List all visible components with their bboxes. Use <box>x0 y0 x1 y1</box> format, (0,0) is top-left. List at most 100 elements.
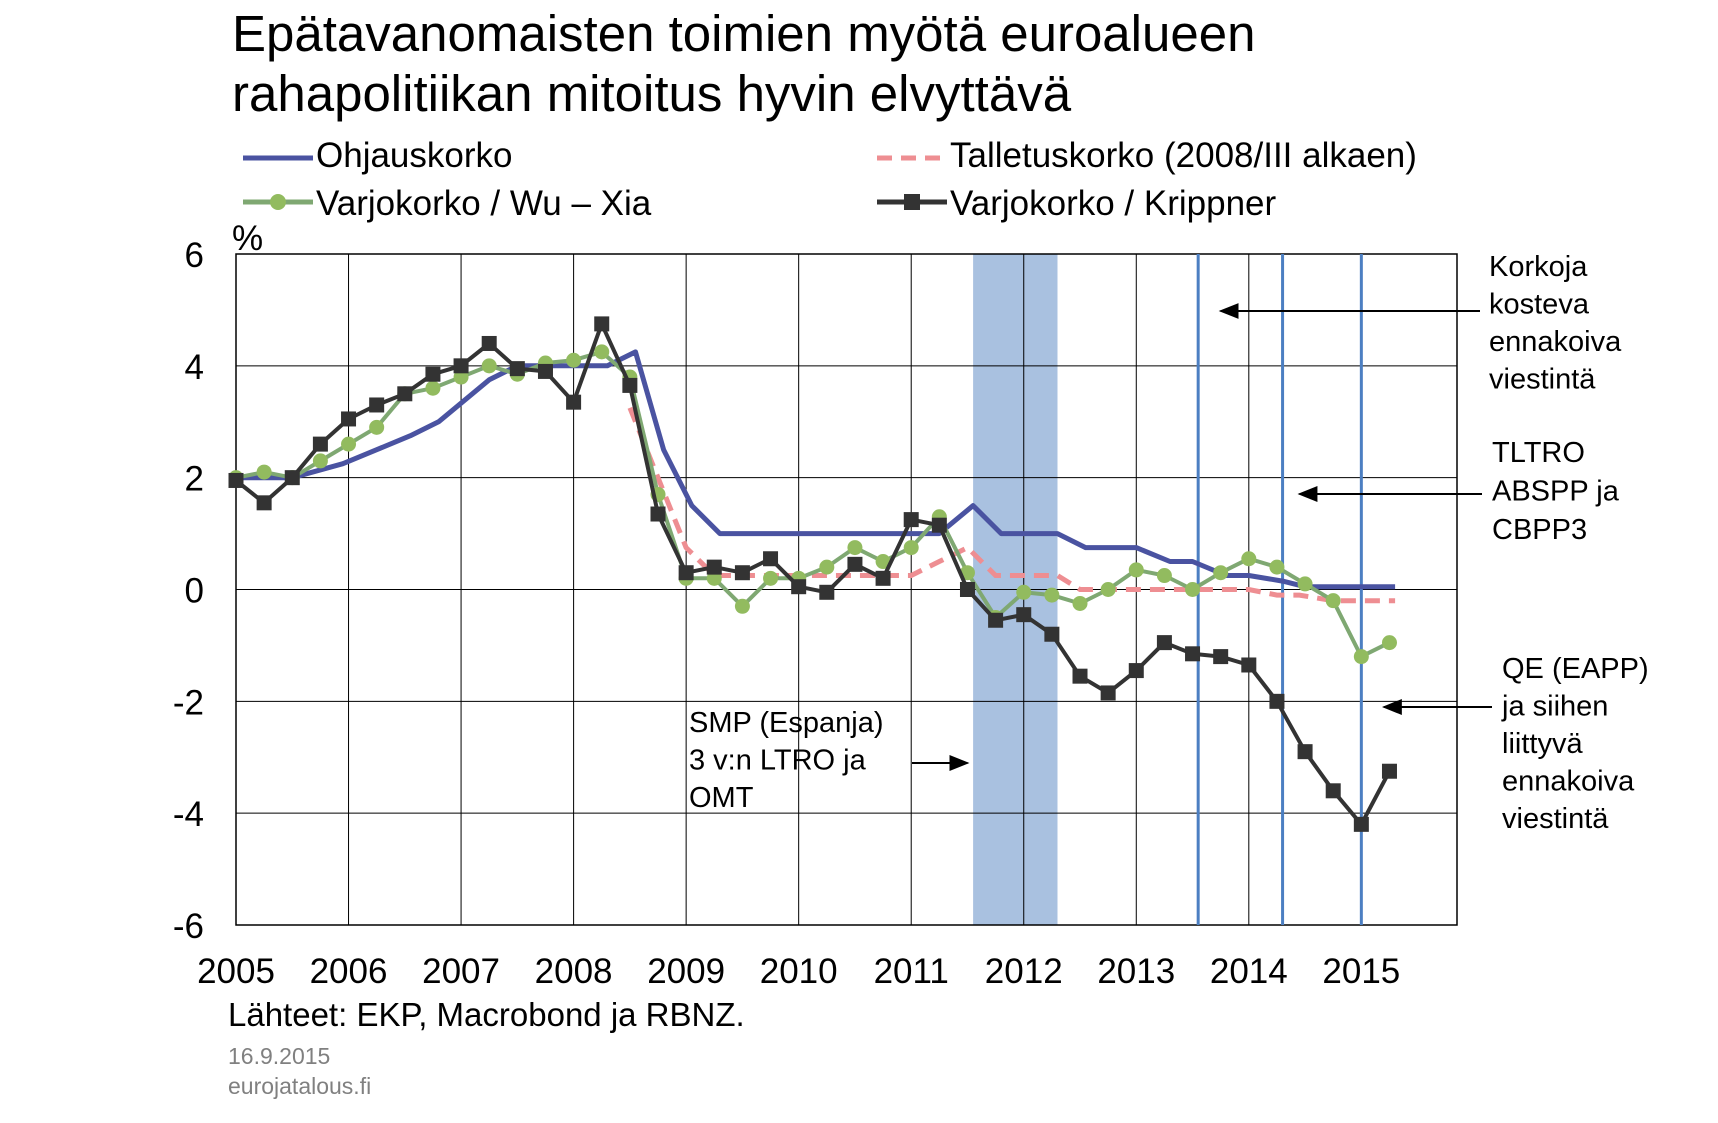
point-krippner <box>678 565 694 581</box>
x-tick-label: 2005 <box>197 952 275 991</box>
point-wuxia <box>1100 582 1116 597</box>
point-wuxia <box>1156 568 1172 584</box>
point-wuxia <box>1128 562 1144 578</box>
point-krippner <box>369 397 385 413</box>
annotation-text: viestintä <box>1502 803 1609 835</box>
point-krippner <box>537 363 553 379</box>
point-krippner <box>791 579 807 595</box>
point-krippner <box>1100 685 1116 701</box>
annotation-text: Korkoja <box>1489 251 1588 283</box>
legend-label-talletuskorko: Talletuskorko (2008/III alkaen) <box>950 136 1417 175</box>
point-krippner <box>622 377 638 393</box>
point-krippner <box>312 436 328 452</box>
annotation-text: viestintä <box>1489 364 1596 396</box>
y-tick-label: 6 <box>185 236 204 275</box>
x-tick-label: 2010 <box>760 952 838 991</box>
title-line-2: rahapolitiikan mitoitus hyvin elvyttävä <box>232 65 1072 122</box>
point-krippner <box>819 584 835 600</box>
point-krippner <box>1072 668 1088 684</box>
point-wuxia <box>847 540 863 556</box>
annotation-text: ABSPP ja <box>1492 476 1620 508</box>
annotation-text: 3 v:n LTRO ja <box>689 745 867 777</box>
footer-date: 16.9.2015 <box>228 1043 331 1069</box>
x-tick-label: 2014 <box>1210 952 1288 991</box>
annotation-text: liittyvä <box>1502 728 1583 760</box>
point-wuxia <box>1325 593 1341 609</box>
title-line-1: Epätavanomaisten toimien myötä euroaluee… <box>232 5 1256 62</box>
point-krippner <box>1044 626 1060 642</box>
annotation-text: ja siihen <box>1501 691 1608 723</box>
point-wuxia <box>1072 595 1088 611</box>
x-tick-label: 2013 <box>1097 952 1175 991</box>
x-tick-label: 2015 <box>1322 952 1400 991</box>
point-wuxia <box>1269 559 1285 575</box>
point-wuxia <box>566 352 582 368</box>
point-wuxia <box>1044 587 1060 603</box>
x-tick-label: 2012 <box>985 952 1063 991</box>
point-wuxia <box>819 559 835 575</box>
y-tick-label: 2 <box>185 460 204 499</box>
x-tick-label: 2006 <box>310 952 388 991</box>
point-krippner <box>1353 816 1369 832</box>
point-krippner <box>763 551 779 567</box>
annotation-text: kosteva <box>1489 289 1590 321</box>
y-tick-label: 0 <box>185 572 204 611</box>
legend-label-wu-xia: Varjokorko / Wu – Xia <box>316 184 652 223</box>
point-wuxia <box>1241 551 1257 567</box>
point-krippner <box>959 582 975 597</box>
point-wuxia <box>1297 576 1313 592</box>
point-wuxia <box>1381 635 1397 651</box>
point-krippner <box>425 366 441 382</box>
point-wuxia <box>875 554 891 570</box>
x-tick-label: 2009 <box>647 952 725 991</box>
point-krippner <box>875 570 891 586</box>
series-line-ohjaus <box>236 349 1396 590</box>
point-krippner <box>1185 646 1201 662</box>
point-krippner <box>988 612 1004 628</box>
annotation-text: TLTRO <box>1492 437 1585 469</box>
series-line-talletus <box>627 406 1396 604</box>
point-wuxia <box>481 358 497 374</box>
point-krippner <box>256 495 272 511</box>
point-krippner <box>847 556 863 572</box>
footer-site: eurojatalous.fi <box>228 1073 372 1099</box>
point-krippner <box>1016 607 1032 623</box>
point-wuxia <box>734 598 750 614</box>
point-krippner <box>1213 649 1229 665</box>
y-tick-label: -2 <box>173 683 204 722</box>
legend-line-circle-icon <box>243 194 313 210</box>
point-krippner <box>1325 783 1341 799</box>
annotation-text: CBPP3 <box>1492 514 1587 546</box>
legend-line-solid-icon <box>243 155 313 161</box>
point-krippner <box>397 386 413 402</box>
point-krippner <box>453 358 469 374</box>
point-wuxia <box>1353 649 1369 665</box>
plot-border <box>235 253 1458 926</box>
legend-line-square-icon <box>877 194 947 210</box>
annotation-text: SMP (Espanja) <box>689 707 884 739</box>
point-krippner <box>566 394 582 410</box>
point-krippner <box>1269 693 1285 709</box>
chart-title: Epätavanomaisten toimien myötä euroaluee… <box>232 4 1255 124</box>
x-tick-label: 2011 <box>874 952 949 991</box>
point-krippner <box>650 506 666 522</box>
point-wuxia <box>256 464 272 480</box>
point-wuxia <box>425 380 441 396</box>
point-krippner <box>1156 635 1172 651</box>
point-krippner <box>509 361 525 377</box>
point-krippner <box>481 335 497 351</box>
y-tick-label: -4 <box>173 795 204 834</box>
annotation-text: OMT <box>689 782 754 814</box>
point-krippner <box>903 512 919 528</box>
legend-label-ohjauskorko: Ohjauskorko <box>316 136 513 175</box>
point-wuxia <box>1213 565 1229 581</box>
source-note: Lähteet: EKP, Macrobond ja RBNZ. <box>228 996 745 1033</box>
y-tick-label: 4 <box>185 348 204 387</box>
point-krippner <box>341 411 357 427</box>
point-krippner <box>734 565 750 581</box>
x-tick-label: 2007 <box>422 952 500 991</box>
y-tick-label: -6 <box>173 907 204 946</box>
point-krippner <box>1381 763 1397 779</box>
point-krippner <box>284 470 300 486</box>
